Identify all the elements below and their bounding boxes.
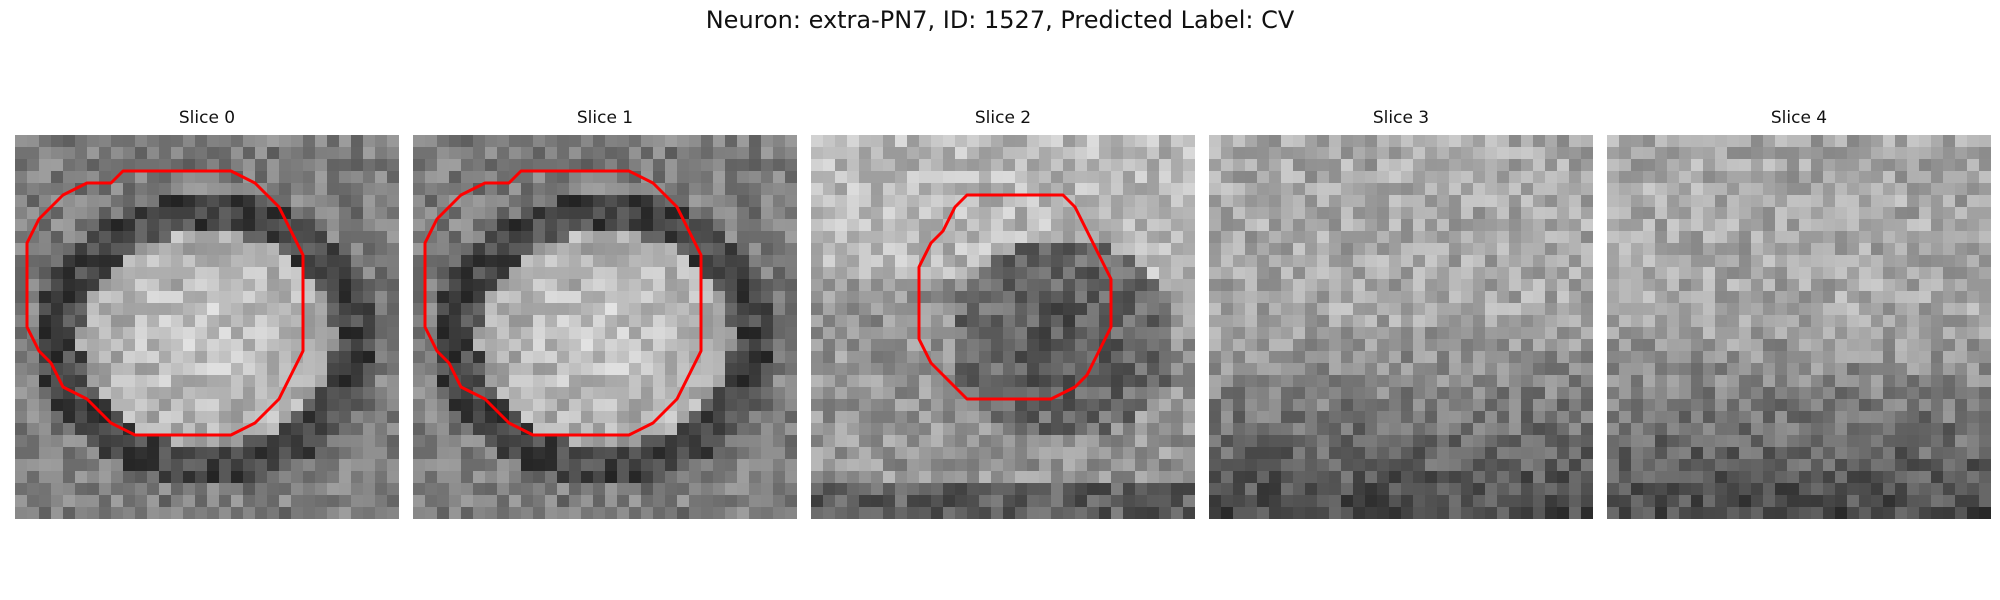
slice-panel-0: Slice 0 <box>15 108 399 519</box>
slice-panel-1: Slice 1 <box>413 108 797 519</box>
slice-title: Slice 0 <box>178 108 236 128</box>
slice-image <box>1607 135 1991 519</box>
slice-title: Slice 3 <box>1372 108 1430 128</box>
segmentation-contour <box>423 169 703 437</box>
slice-image <box>15 135 399 519</box>
slice-pixels <box>1607 135 1991 519</box>
segmentation-contour <box>25 169 305 437</box>
slice-title: Slice 4 <box>1770 108 1828 128</box>
slice-title: Slice 2 <box>974 108 1032 128</box>
slice-image <box>1209 135 1593 519</box>
slice-title: Slice 1 <box>576 108 634 128</box>
figure-title: Neuron: extra-PN7, ID: 1527, Predicted L… <box>705 6 1295 34</box>
slice-pixels <box>1209 135 1593 519</box>
slice-image <box>811 135 1195 519</box>
segmentation-contour <box>917 193 1113 401</box>
slice-panel-3: Slice 3 <box>1209 108 1593 519</box>
slice-pixels <box>15 135 399 519</box>
slice-panel-2: Slice 2 <box>811 108 1195 519</box>
slice-image <box>413 135 797 519</box>
slice-pixels <box>413 135 797 519</box>
slice-panel-4: Slice 4 <box>1607 108 1991 519</box>
slice-pixels <box>811 135 1195 519</box>
